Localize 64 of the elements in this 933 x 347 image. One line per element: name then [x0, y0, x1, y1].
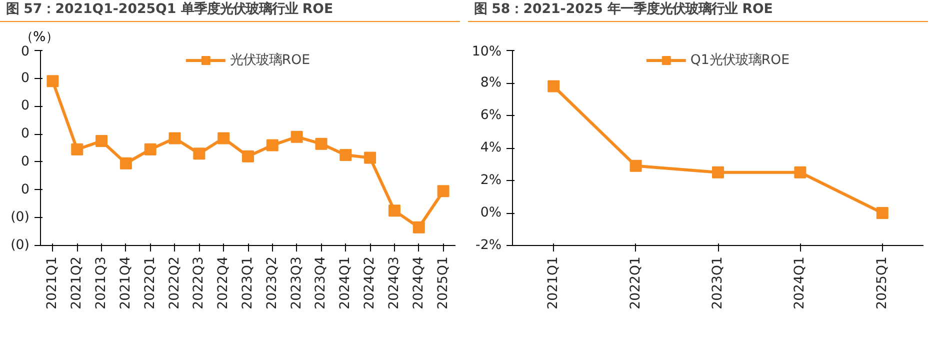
- y-tick-label: -2%: [476, 238, 502, 253]
- point: [96, 135, 108, 148]
- x-tick-label: 2021Q1: [45, 256, 60, 310]
- point: [266, 139, 278, 152]
- y-tick-label: 0%: [480, 206, 502, 220]
- x-tick-label: 2022Q4: [216, 256, 232, 310]
- x-tick-label: 2024Q3: [386, 256, 402, 310]
- x-tick-label: 2021Q3: [94, 256, 110, 310]
- point: [193, 148, 206, 160]
- point: [218, 132, 230, 144]
- x-tick-label: 2024Q4: [411, 256, 426, 310]
- point: [876, 207, 888, 219]
- x-tick-label: 2023Q1: [710, 256, 726, 310]
- y-tick-label: 6%: [480, 108, 502, 123]
- point: [388, 204, 400, 217]
- x-tick-label: 2022Q1: [628, 256, 644, 310]
- point: [548, 80, 560, 92]
- point: [290, 130, 303, 143]
- point: [242, 150, 254, 162]
- point: [364, 152, 376, 164]
- point: [340, 148, 352, 161]
- y-tick-label: 0: [21, 98, 30, 114]
- x-tick-label: 2021Q1: [546, 256, 562, 310]
- point: [144, 143, 156, 156]
- x-tick-label: 2021Q2: [70, 256, 85, 310]
- x-tick-label: 2022Q1: [142, 256, 158, 310]
- y-axis-title: （%）: [20, 29, 59, 46]
- point: [168, 132, 181, 144]
- legend-label: 光伏玻璃ROE: [230, 52, 310, 69]
- y-tick-label: 0: [21, 126, 30, 142]
- point: [46, 75, 59, 88]
- point: [630, 160, 642, 172]
- y-tick-label: 0: [21, 70, 30, 86]
- y-tick-label: (0): [10, 210, 30, 226]
- y-tick-label: 8%: [480, 76, 502, 90]
- y-tick-label: 2%: [480, 173, 502, 188]
- x-tick-label: 2024Q1: [338, 256, 354, 310]
- chart-title: 图 58：2021-2025 年一季度光伏玻璃行业 ROE: [474, 2, 773, 17]
- point: [794, 166, 806, 178]
- x-tick-label: 2023Q2: [264, 256, 280, 310]
- point: [71, 143, 84, 156]
- y-tick-label: 0: [21, 154, 30, 170]
- x-tick-label: 2025Q1: [874, 256, 890, 310]
- x-tick-label: 2023Q1: [240, 256, 256, 310]
- point: [120, 157, 132, 170]
- y-tick-label: 10%: [472, 44, 502, 60]
- legend-label: Q1光伏玻璃ROE: [690, 52, 790, 69]
- y-tick-label: 0: [21, 44, 30, 60]
- point: [315, 138, 328, 150]
- y-tick-label: 4%: [480, 140, 502, 156]
- point: [437, 185, 450, 198]
- chart-title: 图 57：2021Q1-2025Q1 单季度光伏玻璃行业 ROE: [6, 2, 334, 17]
- point: [412, 221, 425, 234]
- x-tick-label: 2022Q2: [167, 256, 182, 310]
- x-tick-label: 2023Q4: [314, 256, 329, 310]
- x-tick-label: 2021Q4: [118, 256, 134, 310]
- x-tick-label: 2024Q1: [792, 256, 808, 310]
- y-tick-label: (0): [10, 238, 30, 253]
- y-tick-label: 0: [21, 182, 30, 198]
- x-tick-label: 2023Q3: [289, 256, 304, 310]
- x-tick-label: 2022Q3: [192, 256, 207, 310]
- x-tick-label: 2024Q2: [362, 256, 378, 310]
- x-tick-label: 2025Q1: [436, 256, 451, 310]
- point: [712, 166, 724, 178]
